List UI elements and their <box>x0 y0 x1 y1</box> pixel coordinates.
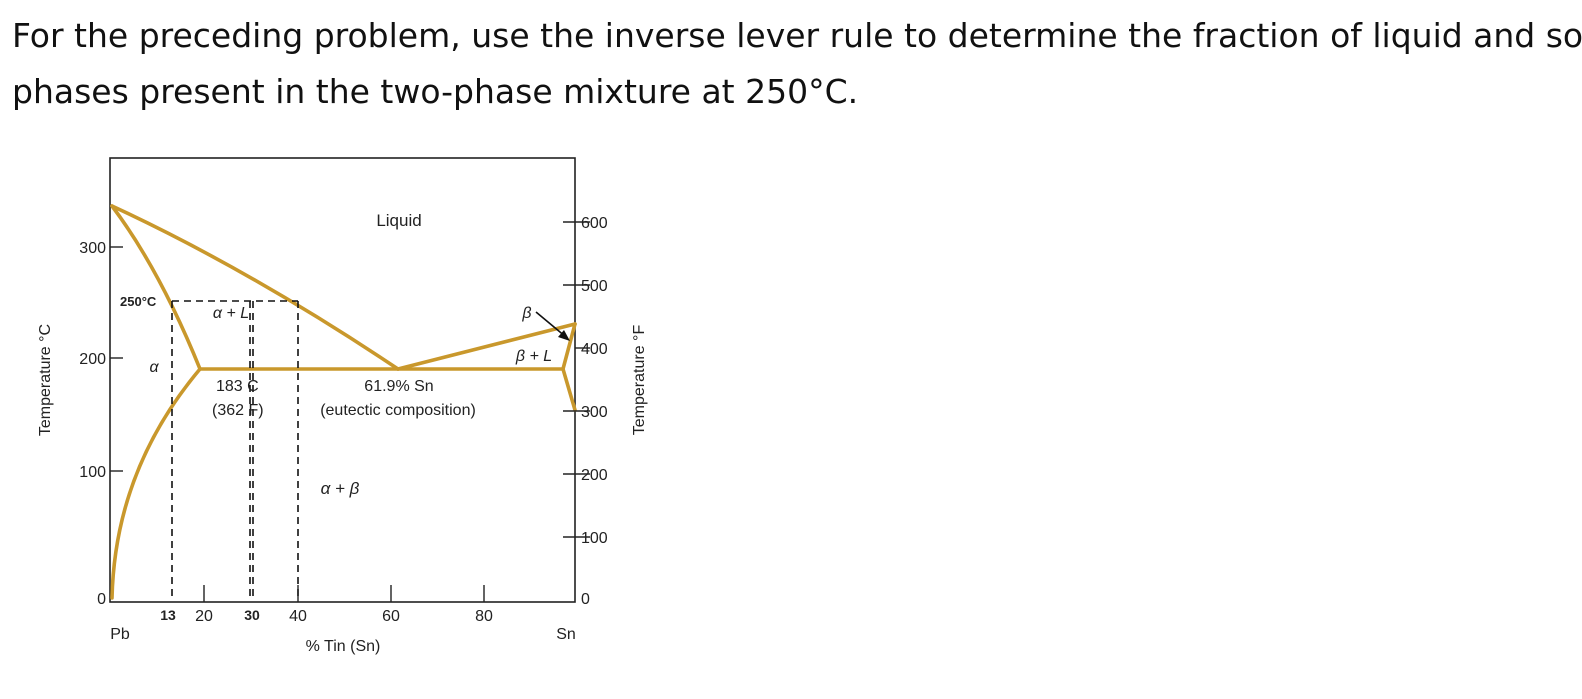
bottom-tick-40: 40 <box>289 608 307 625</box>
problem-statement: For the preceding problem, use the inver… <box>12 8 1582 120</box>
solidus-right-line <box>561 322 577 371</box>
alpha-liquid-label: α + L <box>213 305 249 322</box>
left-tick-300: 300 <box>79 240 106 257</box>
problem-line-1: For the preceding problem, use the inver… <box>12 16 1582 55</box>
eutectic-temp-f-label: (362 F) <box>212 402 264 419</box>
plot-frame <box>109 157 576 603</box>
left-tick-0: 0 <box>97 591 106 608</box>
lever-guides <box>171 300 299 598</box>
bottom-tick-80: 80 <box>475 608 493 625</box>
right-tick-300: 300 <box>581 404 608 421</box>
eutectic-note-label: (eutectic composition) <box>320 402 476 419</box>
solvus-right-line <box>561 367 577 412</box>
solidus-left-line <box>110 204 202 371</box>
liquidus-left-line <box>110 204 400 371</box>
bottom-axis-title: % Tin (Sn) <box>306 638 381 655</box>
alpha-label: α <box>149 359 159 376</box>
beta-arrow <box>535 311 570 341</box>
beta-label: β <box>521 305 531 322</box>
bottom-marked-30: 30 <box>244 607 260 623</box>
beta-liquid-label: β + L <box>515 348 552 365</box>
right-tick-0: 0 <box>581 591 590 608</box>
right-tick-100: 100 <box>581 530 608 547</box>
eutectic-temp-c-label: 183 C <box>216 378 259 395</box>
left-tick-200: 200 <box>79 351 106 368</box>
left-axis: 300 200 100 0 Temperature °C <box>37 240 123 608</box>
temp-250-label: 250°C <box>120 294 157 309</box>
right-axis-title: Temperature °F <box>631 325 648 436</box>
left-axis-title: Temperature °C <box>37 324 54 436</box>
liquidus-right-line <box>396 322 577 371</box>
right-axis: 600 500 400 300 200 100 0 Temperature °F <box>563 215 648 608</box>
bottom-tick-20: 20 <box>195 608 213 625</box>
liquid-label: Liquid <box>376 211 421 230</box>
bottom-axis: 13 20 30 40 60 80 Pb Sn % Tin (Sn) <box>110 585 576 655</box>
left-tick-100: 100 <box>79 464 106 481</box>
sn-end-label: Sn <box>556 626 576 643</box>
eutectic-composition-label: 61.9% Sn <box>364 378 433 395</box>
right-tick-400: 400 <box>581 341 608 358</box>
right-tick-600: 600 <box>581 215 608 232</box>
solvus-left-line <box>110 367 202 600</box>
bottom-tick-60: 60 <box>382 608 400 625</box>
region-labels: Liquid α + L α β β + L α + β 183 C (362 … <box>120 211 552 498</box>
right-tick-200: 200 <box>581 467 608 484</box>
pb-end-label: Pb <box>110 626 130 643</box>
right-tick-500: 500 <box>581 278 608 295</box>
problem-line-2: phases present in the two-phase mixture … <box>12 72 859 111</box>
bottom-marked-13: 13 <box>160 607 176 623</box>
alpha-beta-label: α + β <box>321 479 360 498</box>
phase-boundaries <box>110 204 577 600</box>
